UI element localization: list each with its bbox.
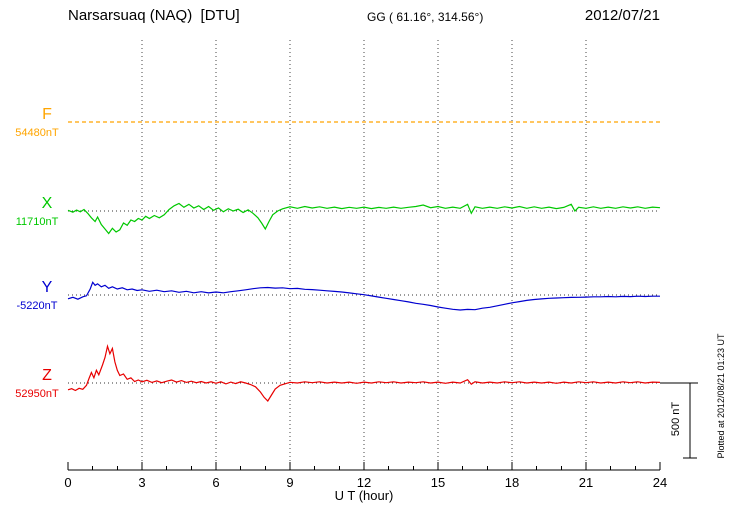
x-tick-label: 12 bbox=[357, 475, 371, 490]
component-letter-Z: Z bbox=[42, 367, 52, 384]
component-baseline-value-Z: 52950nT bbox=[15, 388, 59, 400]
x-tick-label: 21 bbox=[579, 475, 593, 490]
trace-Z bbox=[67, 344, 661, 402]
trace-Y bbox=[67, 281, 660, 311]
component-baseline-value-X: 11710nT bbox=[15, 216, 59, 228]
x-tick-label: 15 bbox=[431, 475, 445, 490]
x-tick-label: 9 bbox=[286, 475, 293, 490]
component-letter-X: X bbox=[41, 195, 53, 212]
plotted-timestamp: Plotted at 2012/08/21 01:23 UT bbox=[716, 333, 726, 459]
trace-X bbox=[67, 202, 661, 235]
x-tick-label: 6 bbox=[212, 475, 219, 490]
component-letter-Y: Y bbox=[41, 279, 53, 296]
x-axis-label: U T (hour) bbox=[334, 488, 394, 503]
component-letter-F: F bbox=[42, 106, 52, 123]
geographic-coordinates: GG ( 61.16°, 314.56°) bbox=[367, 10, 484, 24]
x-tick-label: 24 bbox=[653, 475, 667, 490]
x-tick-label: 0 bbox=[64, 475, 71, 490]
x-tick-label: 18 bbox=[505, 475, 519, 490]
station-title: Narsarsuaq (NAQ) [DTU] bbox=[68, 7, 240, 24]
scale-bar-label: 500 nT bbox=[670, 401, 682, 437]
x-tick-label: 3 bbox=[138, 475, 145, 490]
plot-date: 2012/07/21 bbox=[584, 7, 660, 24]
component-baseline-value-F: 54480nT bbox=[15, 127, 59, 139]
component-baseline-value-Y: -5220nT bbox=[16, 300, 58, 312]
